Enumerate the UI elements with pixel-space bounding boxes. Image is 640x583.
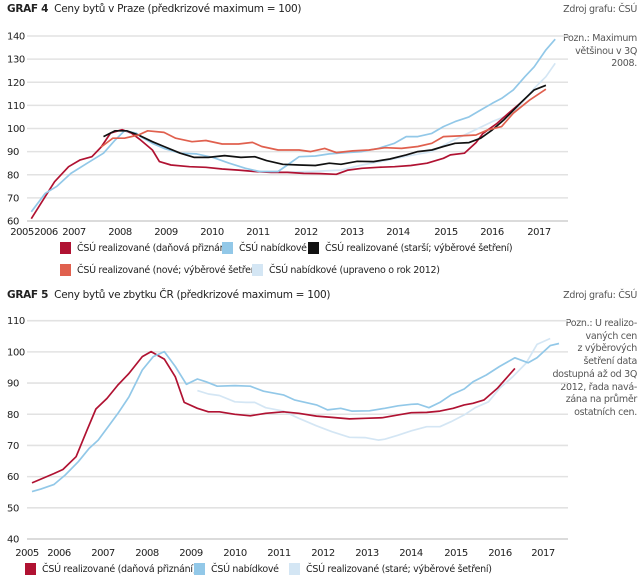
note-line: většinou v 3Q: [575, 45, 637, 57]
y-tick-label: 70: [7, 441, 19, 452]
legend-label: ČSÚ nabídkové (upraveno o rok 2012): [269, 264, 440, 276]
x-tick-label: 2014: [386, 227, 410, 238]
y-tick-label: 140: [7, 32, 25, 43]
legend-swatch: [194, 563, 205, 575]
y-tick-label: 60: [7, 217, 19, 228]
x-tick-label: 2007: [62, 227, 86, 238]
legend-swatch: [60, 264, 71, 276]
chart2-source: Zdroj grafu: ČSÚ: [563, 290, 637, 301]
series-line: [103, 84, 547, 167]
chart2-title: GRAF 5 Ceny bytů ve zbytku ČR (předkrizov…: [7, 289, 330, 301]
chart2-title-text: Ceny bytů ve zbytku ČR (předkrizové maxi…: [54, 289, 331, 301]
legend-label: ČSÚ realizované (daňová přiznání): [42, 563, 197, 575]
series-line: [197, 337, 551, 441]
x-tick-label: 2016: [488, 548, 512, 559]
chart1-title: GRAF 4 Ceny bytů v Praze (předkrizové max…: [7, 3, 301, 15]
x-tick-label: 2012: [311, 548, 335, 559]
y-tick-label: 100: [7, 124, 25, 135]
note-line: ostatních cen.: [574, 406, 637, 418]
x-tick-label: 2014: [399, 548, 423, 559]
y-tick-label: 80: [7, 170, 19, 181]
note-line: 2008.: [611, 58, 637, 70]
x-tick-label: 2009: [179, 548, 203, 559]
legend-swatch: [222, 242, 233, 254]
series-line: [30, 38, 556, 213]
legend-label: ČSÚ realizované (nové; výběrové šetření): [77, 264, 263, 276]
chart2-note: Pozn.: U realizo- vaných cen z výběrovýc…: [552, 318, 637, 420]
x-tick-label: 2013: [340, 227, 364, 238]
y-tick-label: 50: [7, 503, 19, 514]
chart1-legend-item: ČSÚ realizované (nové; výběrové šetření): [60, 264, 262, 276]
x-tick-label: 2008: [135, 548, 159, 559]
series-line: [30, 102, 521, 220]
y-tick-label: 130: [7, 55, 25, 66]
y-tick-label: 70: [7, 193, 19, 204]
x-tick-label: 2011: [267, 548, 291, 559]
legend-label: ČSÚ nabídkové: [211, 563, 279, 575]
chart1-note: Pozn.: Maximum většinou v 3Q 2008.: [563, 33, 637, 71]
legend-label: ČSÚ realizované (daňová přiznání): [77, 242, 232, 254]
y-tick-label: 90: [7, 147, 19, 158]
x-tick-label: 2006: [34, 227, 58, 238]
legend-swatch: [252, 264, 263, 276]
y-tick-label: 90: [7, 379, 19, 390]
y-tick-label: 60: [7, 472, 19, 483]
chart1-legend-item: ČSÚ realizované (starší; výběrové šetřen…: [308, 242, 513, 254]
x-tick-label: 2009: [154, 227, 178, 238]
x-tick-label: 2010: [223, 548, 247, 559]
legend-swatch: [25, 563, 36, 575]
x-tick-label: 2012: [294, 227, 318, 238]
y-tick-label: 40: [7, 535, 19, 546]
legend-swatch: [60, 242, 71, 254]
x-tick-label: 2016: [480, 227, 504, 238]
x-tick-label: 2005: [10, 227, 34, 238]
x-tick-label: 2017: [531, 548, 555, 559]
chart1-source: Zdroj grafu: ČSÚ: [563, 4, 637, 15]
note-line: šetření data: [583, 356, 637, 368]
x-tick-label: 2006: [47, 548, 71, 559]
y-tick-label: 120: [7, 78, 25, 89]
series-line: [100, 88, 547, 154]
chart1-legend-item: ČSÚ nabídkové: [222, 242, 307, 254]
note-line: dostupná až od 3Q: [552, 368, 637, 380]
legend-label: ČSÚ realizované (starší; výběrové šetřen…: [325, 242, 513, 254]
chart2-legend-item: ČSÚ realizované (staré; výběrové šetření…: [289, 563, 492, 575]
x-tick-label: 2013: [355, 548, 379, 559]
note-line: vaných cen: [585, 330, 638, 342]
y-tick-label: 110: [7, 101, 25, 112]
x-tick-label: 2017: [527, 227, 551, 238]
chart1-legend-item: ČSÚ nabídkové (upraveno o rok 2012): [252, 264, 440, 276]
legend-swatch: [308, 242, 319, 254]
x-tick-label: 2011: [246, 227, 270, 238]
note-line: z výběrových: [577, 343, 637, 355]
note-line: Pozn.: U realizo-: [565, 318, 638, 329]
chart1-legend-item: ČSÚ realizované (daňová přiznání): [60, 242, 231, 254]
x-tick-label: 2008: [108, 227, 132, 238]
chart2-legend-item: ČSÚ nabídkové: [194, 563, 279, 575]
legend-swatch: [289, 563, 300, 575]
x-tick-label: 2007: [91, 548, 115, 559]
y-tick-label: 100: [7, 347, 25, 358]
y-tick-label: 80: [7, 410, 19, 421]
x-tick-label: 2015: [444, 548, 468, 559]
series-line: [31, 342, 560, 493]
x-tick-label: 2010: [200, 227, 224, 238]
legend-label: ČSÚ nabídkové: [239, 242, 307, 254]
note-line: zána na průměr: [565, 394, 638, 406]
chart1-title-text: Ceny bytů v Praze (předkrizové maximum =…: [54, 3, 302, 15]
x-tick-label: 2005: [15, 548, 39, 559]
note-line: Pozn.: Maximum: [562, 33, 637, 44]
chart1-label: GRAF 4: [7, 3, 49, 15]
x-tick-label: 2015: [434, 227, 458, 238]
note-line: 2012, řada navá-: [560, 381, 637, 393]
y-tick-label: 110: [7, 316, 25, 327]
legend-label: ČSÚ realizované (staré; výběrové šetření…: [306, 563, 492, 575]
chart2-legend-item: ČSÚ realizované (daňová přiznání): [25, 563, 196, 575]
series-line: [31, 350, 516, 484]
chart2-label: GRAF 5: [7, 289, 49, 301]
